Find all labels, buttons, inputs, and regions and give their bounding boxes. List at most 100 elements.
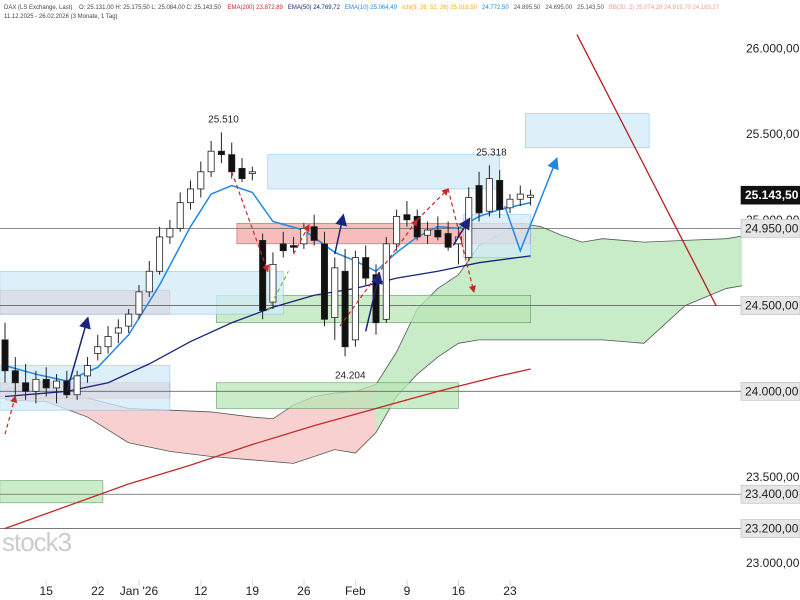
ichimoku-cloud-segment (123, 407, 127, 442)
range-zone (525, 113, 650, 149)
ichimoku-cloud-segment (128, 408, 132, 444)
level-price-tag: 24.950,00 (740, 219, 800, 238)
candle (341, 248, 349, 357)
candle (32, 370, 40, 404)
ichimoku-cloud-segment (162, 409, 166, 451)
ichimoku-cloud-segment (592, 239, 596, 340)
ichimoku-cloud-segment (414, 309, 418, 377)
candle-body (434, 229, 442, 238)
candle-body (228, 154, 236, 173)
ichimoku-cloud-segment (231, 414, 235, 459)
ichimoku-cloud-segment (138, 408, 142, 446)
indicator-readout: 24.895,50 (513, 5, 541, 11)
ichimoku-cloud-segment (677, 240, 681, 313)
candle (197, 161, 205, 198)
ichimoku-cloud-segment (615, 239, 619, 342)
ichimoku-cloud-segment (564, 236, 568, 340)
ichimoku-cloud-segment (296, 402, 300, 463)
ichimoku-cloud-segment (692, 239, 696, 303)
ichimoku-cloud-segment (643, 242, 647, 344)
ichimoku-cloud-segment (406, 325, 410, 386)
ichimoku-cloud-segment (685, 240, 689, 306)
ichimoku-cloud-segment (476, 245, 480, 341)
candle-body (207, 150, 215, 173)
candle-body (145, 270, 153, 293)
candle (125, 309, 133, 334)
ichimoku-cloud-segment (625, 240, 629, 343)
ichimoku-cloud-segment (741, 236, 742, 286)
candle (187, 180, 194, 210)
candle (207, 140, 215, 177)
ichimoku-cloud-segment (682, 240, 686, 308)
candle-body (465, 197, 473, 258)
ichimoku-cloud-segment (540, 226, 544, 340)
ichimoku-cloud-segment (739, 236, 742, 287)
candle (382, 236, 390, 323)
candle (11, 357, 19, 395)
ichimoku-cloud-segment (551, 230, 555, 340)
indicator-readout: 24.695,00 (545, 5, 573, 11)
ichimoku-cloud-segment (120, 406, 124, 440)
price-tag-label: 24.000,00 (745, 384, 799, 398)
ichimoku-cloud-segment (213, 412, 217, 457)
ichimoku-cloud-segment (324, 394, 328, 454)
ichimoku-cloud-segment (236, 415, 240, 459)
ichimoku-cloud-segment (646, 241, 650, 341)
ichimoku-cloud-segment (638, 241, 642, 344)
candle-body (135, 291, 143, 315)
ichimoku-cloud-segment (190, 411, 194, 455)
ichimoku-cloud-segment (208, 411, 212, 457)
ichimoku-cloud-segment (535, 225, 539, 340)
ichimoku-cloud-segment (293, 403, 297, 464)
ichimoku-cloud-segment (641, 241, 645, 344)
projection-arrow (334, 213, 347, 255)
ichimoku-cloud-segment (283, 410, 287, 463)
candle (269, 252, 277, 310)
x-tick-label: 22 (91, 584, 105, 598)
candle (83, 357, 91, 383)
ichimoku-cloud-segment (193, 411, 197, 455)
ichimoku-cloud-segment (734, 236, 738, 288)
x-tick-label: 15 (40, 584, 54, 598)
ichimoku-cloud-segment (543, 227, 547, 340)
candle-body (362, 257, 370, 279)
ichimoku-cloud-segment (569, 237, 573, 340)
ichimoku-cloud-segment (667, 241, 671, 323)
ichimoku-cloud-segment (548, 229, 552, 340)
ichimoku-cloud-segment (234, 414, 238, 459)
candle-body (259, 239, 267, 312)
ichimoku-cloud-segment (110, 403, 114, 434)
price-annotation: 25.510 (208, 114, 239, 125)
ichimoku-cloud-segment (280, 411, 284, 463)
ichimoku-cloud-segment (633, 241, 637, 343)
price-tag-box (740, 382, 800, 401)
ichimoku-cloud-segment (636, 241, 640, 343)
candle-body (197, 171, 205, 190)
y-tick-label: 23.500,00 (746, 470, 800, 484)
dashed-projection (293, 223, 310, 255)
ichimoku-cloud-segment (169, 410, 173, 452)
ichimoku-cloud-segment (579, 241, 583, 340)
indicator-readout: 24.772,50 (482, 5, 509, 11)
ichimoku-cloud-segment (680, 240, 683, 311)
candle-body (238, 167, 246, 180)
candle (156, 226, 164, 275)
ohlc-readout: O: 25.131,00 H: 25.175,50 L: 25.084,00 C… (79, 5, 221, 11)
ichimoku-cloud-segment (306, 398, 310, 460)
ichimoku-cloud-segment (698, 239, 702, 301)
x-tick-label: Feb (345, 584, 366, 598)
ichimoku-cloud-segment (115, 405, 119, 437)
price-tag-label: 23.400,00 (745, 487, 799, 501)
ichimoku-cloud-segment (574, 239, 578, 340)
dashed-projection (231, 171, 270, 273)
ichimoku-cloud-segment (154, 409, 158, 449)
candle (94, 334, 102, 361)
ichimoku-cloud-segment (623, 240, 627, 342)
ichimoku-cloud-segment (582, 241, 586, 340)
candle-body (114, 327, 122, 334)
ichimoku-cloud-segment (718, 238, 722, 292)
candle-body (506, 198, 514, 209)
candle (104, 326, 112, 354)
ichimoku-cloud-segment (200, 411, 204, 456)
